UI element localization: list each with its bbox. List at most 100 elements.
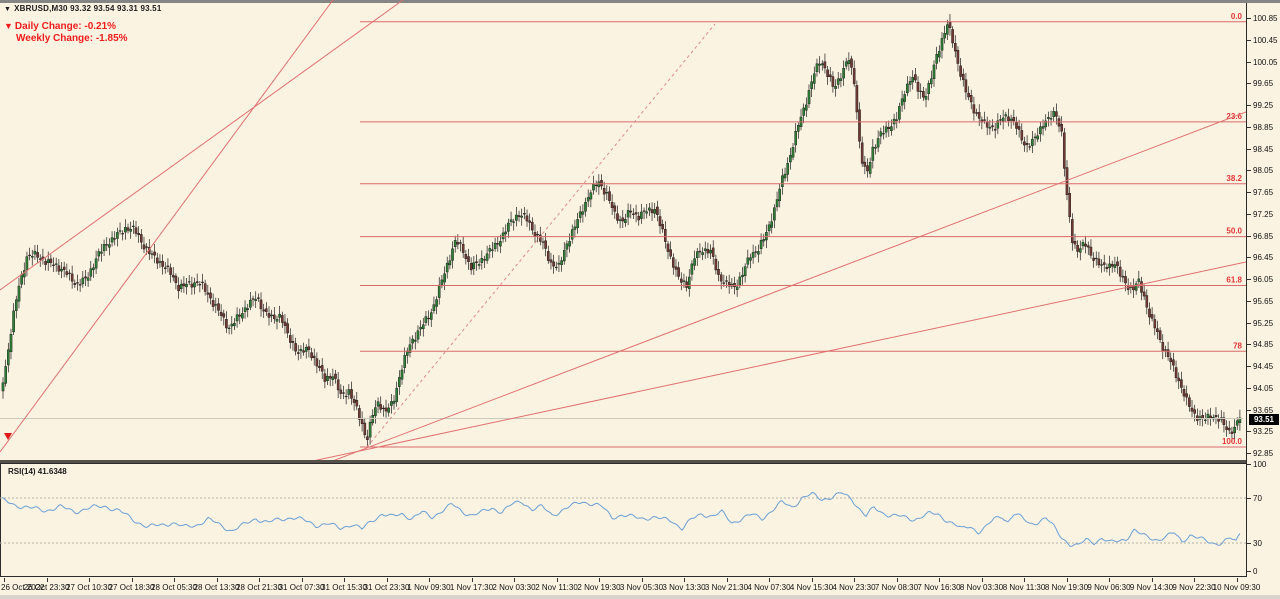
time-axis-label: 26 Oct 2022 [1,583,45,592]
price-tick [1247,431,1251,433]
time-axis-label: 9 Nov 06:30 [1087,583,1131,592]
trendline-fan-support-upper [333,111,1246,460]
price-axis-label: 92.85 [1253,449,1274,458]
price-axis-label: 99.25 [1253,101,1274,110]
price-tick [1247,170,1251,172]
time-axis-label: 1 Nov 09:30 [407,583,451,592]
chart-header: ▼ XBRUSD,M30 93.32 93.54 93.31 93.51 ▼ Dai… [4,4,161,45]
trendline-fib-diagonal [366,23,716,448]
chevron-down-icon[interactable]: ▼ [4,6,12,13]
trendline-steep-channel-upper [0,0,404,291]
rsi-panel[interactable]: RSI(14) 41.6348 [0,463,1246,577]
price-axis-label: 100.45 [1253,35,1278,45]
fib-label-61.8: 61.8 [1226,276,1242,285]
price-tick [1247,453,1251,454]
time-axis-label: 3 Nov 05:30 [619,583,664,592]
time-tick [471,578,473,582]
rsi-axis-label: 70 [1253,494,1262,503]
time-tick [1194,578,1195,582]
time-axis-label: 28 Oct 13:30 [193,583,240,592]
time-axis-label: 2 Nov 11:30 [535,583,578,592]
price-axis-label: 100.85 [1253,14,1278,23]
price-axis-label: 97.65 [1253,188,1274,197]
current-price-badge: 93.51 [1249,414,1279,425]
time-axis-label: 4 Nov 23:30 [832,583,876,592]
price-axis[interactable]: 93.51 100.85 100.45 100.05 99.65 99.25 98.85 9… [1246,3,1280,577]
price-axis-label: 96.05 [1253,275,1274,284]
time-tick [854,578,855,582]
time-tick [216,578,218,582]
time-tick [1151,578,1153,582]
time-tick [429,578,430,582]
time-tick [641,578,643,582]
price-axis-label: 95.25 [1253,318,1274,328]
time-tick [556,578,558,582]
trendline-fan-support-lower [314,261,1246,460]
time-axis-label: 7 Nov 08:30 [874,583,919,592]
time-axis-label: 9 Nov 14:30 [1129,583,1174,592]
fib-label-0.0: 0.0 [1231,12,1243,21]
time-axis-label: 26 Oct 23:30 [23,583,70,592]
rsi-tick [1247,571,1251,572]
time-tick [896,578,898,582]
window-bottom-edge [0,595,1280,599]
time-tick [344,578,345,582]
time-axis-label: 2 Nov 19:30 [577,583,621,592]
rsi-chart-svg[interactable] [0,463,1246,577]
price-tick [1247,18,1251,19]
price-axis-label: 95.65 [1253,296,1274,306]
down-arrow-icon: ▼ [4,21,13,31]
price-axis-label: 94.05 [1253,383,1274,393]
time-axis-label: 7 Nov 16:30 [917,583,961,592]
price-axis-label: 98.05 [1253,166,1274,176]
price-tick [1247,39,1251,41]
time-tick [684,578,685,582]
price-tick [1247,300,1251,302]
time-tick [1236,578,1238,582]
time-axis-label: 8 Nov 03:30 [959,583,1004,592]
price-tick [1247,192,1251,193]
time-tick [981,578,983,582]
time-axis-label: 9 Nov 22:30 [1172,583,1216,592]
time-tick [89,578,90,582]
weekly-change-text: Weekly Change: -1.85% [16,33,128,44]
time-tick [1066,578,1068,582]
price-tick [1247,235,1251,237]
time-axis-label: 10 Nov 09:30 [1212,583,1261,592]
fib-label-100.0: 100.0 [1222,437,1243,446]
fib-label-50.0: 50.0 [1226,227,1242,236]
rsi-axis-label: 0 [1253,567,1258,576]
time-tick [599,578,600,582]
time-tick [726,578,728,582]
time-axis-label: 27 Oct 10:30 [66,583,112,592]
time-tick [1109,578,1110,582]
price-axis-label: 98.85 [1253,122,1274,132]
weekly-change-line: Weekly Change: -1.85% [16,33,161,45]
time-axis-label: 31 Oct 07:30 [278,583,325,592]
price-tick [1247,257,1251,259]
time-tick [301,578,303,582]
time-axis-label: 2 Nov 03:30 [492,583,536,592]
time-tick [174,578,175,582]
price-tick [1247,387,1251,389]
price-tick [1247,148,1251,150]
rsi-axis-label: 30 [1253,539,1262,548]
time-axis[interactable]: 26 Oct 2022 26 Oct 23:30 27 Oct 10:30 27 Oc… [0,577,1280,595]
time-tick [386,578,388,582]
symbol-ohlc-line[interactable]: ▼ XBRUSD,M30 93.32 93.54 93.31 93.51 [4,4,161,13]
time-axis-label: 31 Oct 15:30 [321,583,367,592]
panel-splitter[interactable] [0,460,1246,463]
rsi-tick [1247,464,1251,466]
time-tick [811,578,813,582]
price-tick [1247,61,1251,63]
time-axis-label: 8 Nov 19:30 [1044,583,1089,592]
time-tick [514,578,515,582]
candles-layer [1,14,1242,447]
symbol-ohlc-text: XBRUSD,M30 93.32 93.54 93.31 93.51 [14,4,162,13]
price-axis-label: 94.85 [1253,340,1274,350]
time-tick [46,578,48,582]
